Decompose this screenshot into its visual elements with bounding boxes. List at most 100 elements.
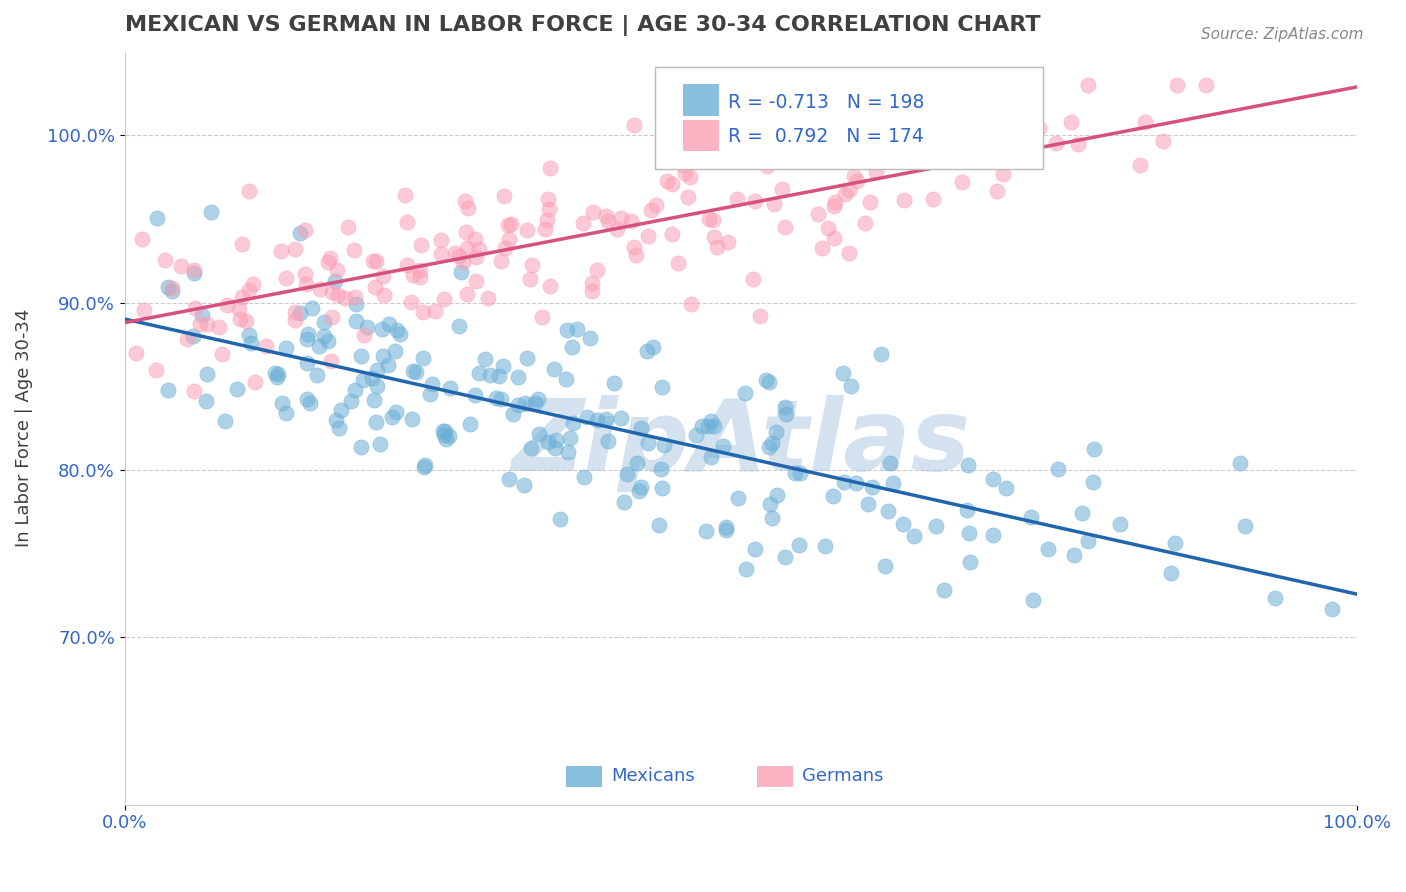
Germans <box>494 241 516 255</box>
Mexicans <box>276 406 298 420</box>
Germans <box>492 189 515 203</box>
Mexicans <box>527 392 550 406</box>
Mexicans <box>1036 542 1059 557</box>
Germans <box>465 274 488 288</box>
Germans <box>537 202 560 217</box>
Germans <box>318 251 340 265</box>
Mexicans <box>685 428 707 442</box>
Germans <box>823 199 845 213</box>
Text: MEXICAN VS GERMAN IN LABOR FORCE | AGE 30-34 CORRELATION CHART: MEXICAN VS GERMAN IN LABOR FORCE | AGE 3… <box>125 15 1040 36</box>
Germans <box>132 302 155 317</box>
Germans <box>412 304 434 318</box>
Germans <box>679 169 702 184</box>
Germans <box>949 153 972 167</box>
Germans <box>1129 158 1152 172</box>
Germans <box>284 242 307 256</box>
Mexicans <box>636 344 658 359</box>
Mexicans <box>491 392 513 407</box>
Germans <box>326 263 349 277</box>
Mexicans <box>546 433 568 447</box>
Mexicans <box>543 441 565 455</box>
Mexicans <box>579 331 602 345</box>
Germans <box>995 112 1018 126</box>
Germans <box>703 230 725 244</box>
Germans <box>498 232 520 246</box>
Germans <box>672 158 695 172</box>
Germans <box>402 268 425 283</box>
Germans <box>610 211 633 225</box>
Mexicans <box>699 450 721 465</box>
Germans <box>394 188 416 202</box>
Mexicans <box>366 363 388 377</box>
Mexicans <box>759 497 782 511</box>
Germans <box>308 282 330 296</box>
Germans <box>595 209 617 223</box>
Germans <box>834 187 856 202</box>
Mexicans <box>214 414 236 428</box>
Mexicans <box>700 414 723 428</box>
Text: R = -0.713   N = 198: R = -0.713 N = 198 <box>728 93 925 112</box>
Mexicans <box>716 523 738 537</box>
Germans <box>838 246 860 260</box>
Germans <box>640 203 662 218</box>
Germans <box>501 217 523 231</box>
Mexicans <box>1070 506 1092 520</box>
Germans <box>238 184 260 198</box>
Mexicans <box>352 373 374 387</box>
Mexicans <box>561 340 583 354</box>
Germans <box>1045 136 1067 150</box>
Germans <box>623 240 645 254</box>
Germans <box>666 256 689 270</box>
Germans <box>661 178 683 192</box>
Germans <box>637 229 659 244</box>
Germans <box>645 197 668 211</box>
FancyBboxPatch shape <box>756 765 793 788</box>
Mexicans <box>959 555 981 569</box>
Mexicans <box>703 418 725 433</box>
Mexicans <box>371 349 394 363</box>
Mexicans <box>162 284 184 298</box>
Mexicans <box>464 388 486 402</box>
Mexicans <box>366 416 388 430</box>
Mexicans <box>458 417 481 431</box>
Mexicans <box>156 383 179 397</box>
Mexicans <box>312 329 335 343</box>
Mexicans <box>1322 601 1344 615</box>
Mexicans <box>595 411 617 425</box>
Germans <box>773 219 796 234</box>
Germans <box>742 272 765 286</box>
Mexicans <box>226 383 249 397</box>
Text: ZipAtlas: ZipAtlas <box>512 395 970 491</box>
Mexicans <box>789 466 811 480</box>
Germans <box>454 194 477 209</box>
Mexicans <box>651 481 673 495</box>
Mexicans <box>325 413 347 427</box>
Mexicans <box>744 541 766 556</box>
Mexicans <box>1077 533 1099 548</box>
Mexicans <box>200 204 222 219</box>
Germans <box>657 174 679 188</box>
Germans <box>231 290 253 304</box>
Mexicans <box>650 462 672 476</box>
Germans <box>449 249 471 263</box>
Germans <box>274 271 297 285</box>
Germans <box>661 227 683 241</box>
Mexicans <box>879 456 901 470</box>
Germans <box>538 278 561 293</box>
Germans <box>673 166 696 180</box>
Mexicans <box>932 583 955 598</box>
Germans <box>183 384 205 398</box>
Mexicans <box>308 339 330 353</box>
Germans <box>453 255 475 269</box>
Mexicans <box>344 383 367 397</box>
Mexicans <box>630 480 652 494</box>
Mexicans <box>637 436 659 450</box>
Germans <box>456 241 478 255</box>
Germans <box>294 223 316 237</box>
Germans <box>536 213 558 227</box>
Germans <box>184 301 207 315</box>
Mexicans <box>690 419 713 434</box>
Germans <box>284 304 307 318</box>
Mexicans <box>903 529 925 543</box>
Mexicans <box>479 368 502 383</box>
